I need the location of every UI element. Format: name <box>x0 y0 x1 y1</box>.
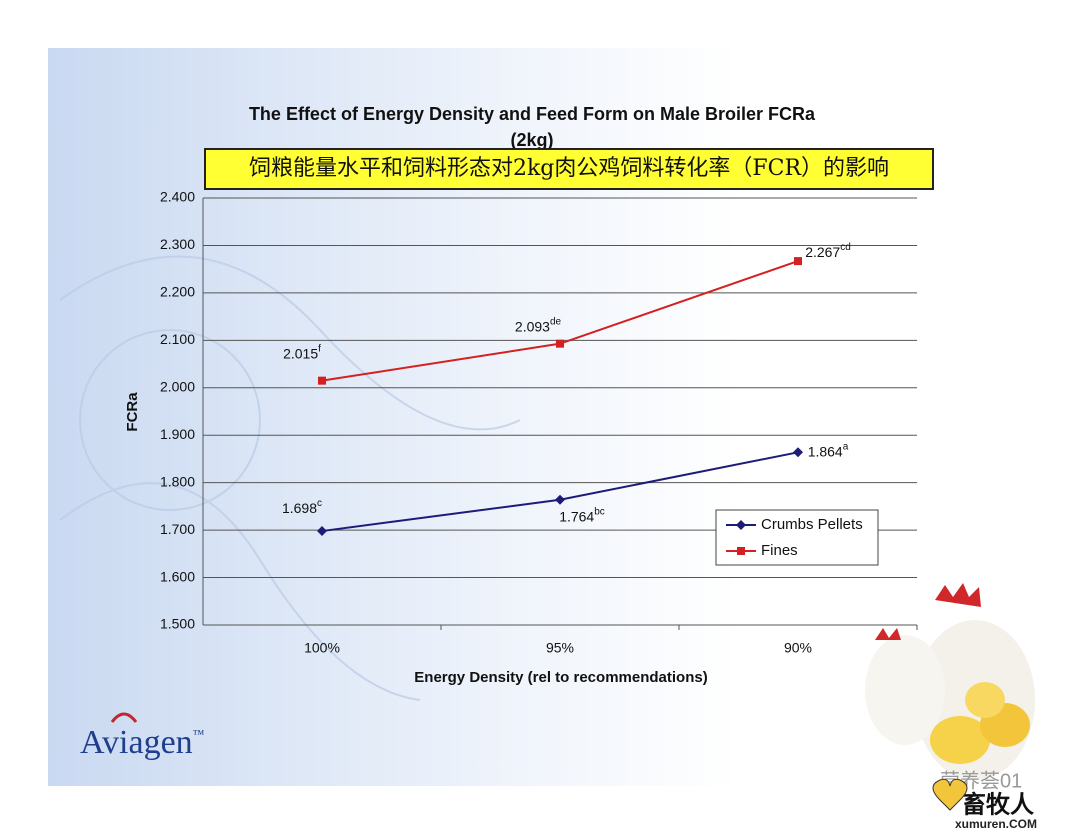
watermark-site-url: xumuren.COM <box>955 817 1037 831</box>
logo-mark: ™ <box>193 727 205 741</box>
value-label: 1.764bc <box>559 506 605 524</box>
value-label-superscript: cd <box>840 242 851 253</box>
value-label: 1.864a <box>808 441 849 459</box>
watermark-site-name: 畜牧人 <box>962 790 1034 819</box>
value-label: 2.015f <box>283 343 321 361</box>
y-tick-label: 2.300 <box>160 236 195 252</box>
y-tick-label: 1.700 <box>160 521 195 537</box>
chart-title: (2kg) <box>510 130 553 150</box>
y-tick-label: 2.000 <box>160 378 195 394</box>
point <box>318 376 326 385</box>
value-label-superscript: a <box>843 441 849 452</box>
value-label: 1.698c <box>282 498 322 516</box>
background-decoration <box>59 255 521 701</box>
value-label-number: 2.267 <box>805 244 840 260</box>
value-label-superscript: c <box>317 498 322 509</box>
subtitle-box <box>204 148 934 190</box>
chicken-illustration <box>865 583 1035 780</box>
chart-subtitle: 饲粮能量水平和饲料形态对2kg肉公鸡饲料转化率（FCR）的影响 <box>249 156 889 181</box>
point <box>556 339 564 348</box>
x-axis-label: Energy Density (rel to recommendations) <box>414 669 707 686</box>
value-label-superscript: bc <box>594 506 605 517</box>
value-label-number: 1.864 <box>808 443 843 459</box>
point <box>317 526 327 537</box>
y-tick-label: 2.200 <box>160 284 195 300</box>
logo-name: Aviagen <box>80 724 193 761</box>
x-tick-label: 100% <box>304 640 340 656</box>
point <box>555 494 565 505</box>
y-tick-label: 2.100 <box>160 331 195 347</box>
y-tick-label: 1.800 <box>160 473 195 489</box>
legend-label: Fines <box>761 542 798 559</box>
value-label-number: 1.698 <box>282 500 317 516</box>
value-label: 2.093de <box>515 316 562 334</box>
value-label-number: 1.764 <box>559 508 594 524</box>
legend-label: Crumbs Pellets <box>761 516 863 533</box>
chart-title: The Effect of Energy Density and Feed Fo… <box>249 104 816 124</box>
point <box>793 447 803 458</box>
value-label-superscript: f <box>318 343 321 354</box>
y-tick-label: 1.900 <box>160 426 195 442</box>
x-tick-label: 95% <box>546 640 574 656</box>
value-label-number: 2.015 <box>283 345 318 361</box>
point <box>794 257 802 266</box>
legend-marker <box>737 547 745 555</box>
logo-arc <box>110 712 138 723</box>
value-label-number: 2.093 <box>515 318 550 334</box>
y-tick-label: 1.600 <box>160 568 195 584</box>
logo: Aviagen™ <box>80 724 205 761</box>
value-label: 2.267cd <box>805 242 851 260</box>
x-tick-label: 90% <box>784 640 812 656</box>
y-axis-label: FCRa <box>124 392 141 432</box>
y-tick-label: 1.500 <box>160 616 195 632</box>
legend-box <box>715 509 879 566</box>
watermark-icon <box>932 778 968 811</box>
value-label-superscript: de <box>550 316 562 327</box>
legend-marker <box>736 520 746 530</box>
y-tick-label: 2.400 <box>160 189 195 205</box>
